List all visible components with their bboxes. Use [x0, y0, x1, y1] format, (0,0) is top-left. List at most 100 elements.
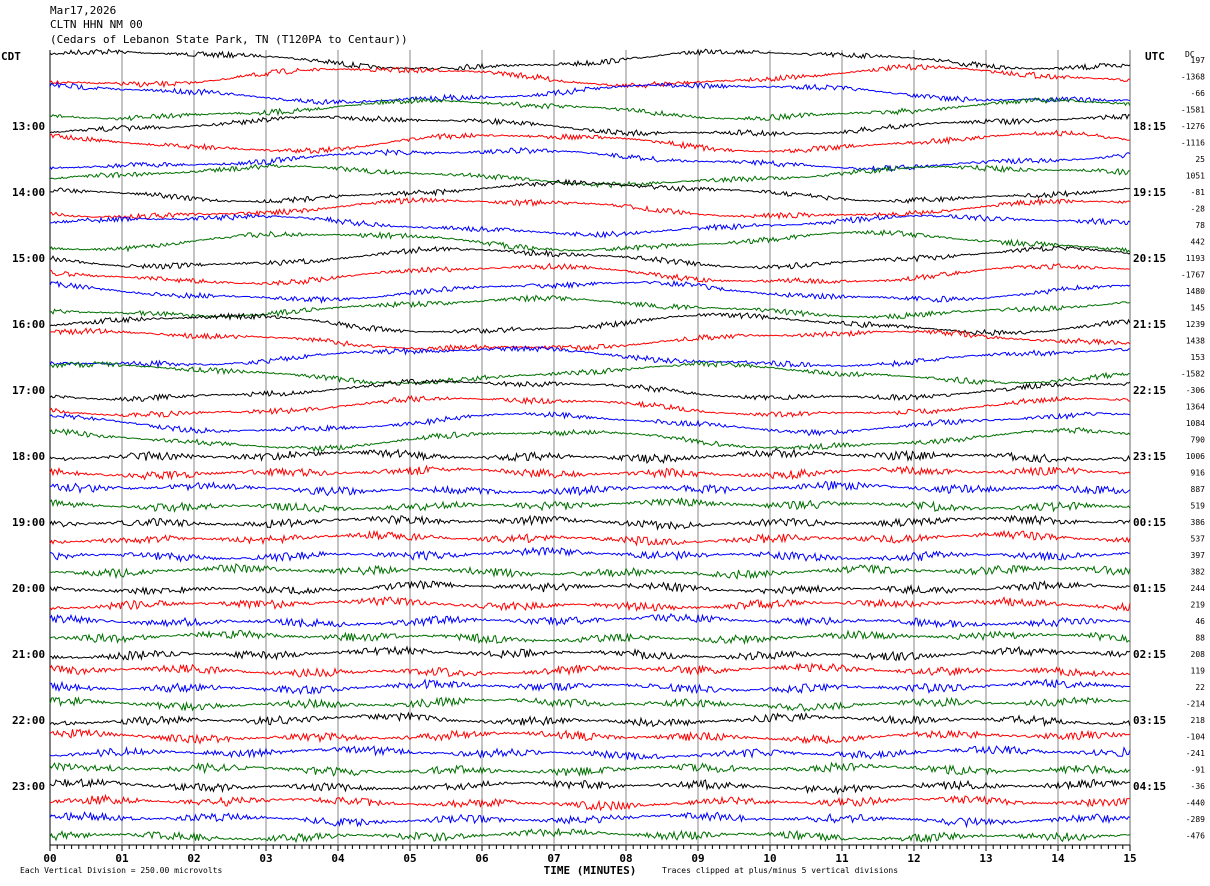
- trace-line: [49, 213, 1131, 239]
- dc-offset: 1193: [1186, 254, 1205, 263]
- trace-line: [49, 811, 1131, 829]
- utc-tick: 21:15: [1133, 318, 1166, 331]
- dc-offset: -306: [1186, 386, 1205, 395]
- cdt-tick: 15:00: [12, 252, 45, 265]
- trace-line: [49, 96, 1131, 122]
- location: (Cedars of Lebanon State Park, TN (T120P…: [50, 33, 408, 46]
- cdt-tick: 23:00: [12, 780, 45, 793]
- dc-offset: 442: [1191, 238, 1206, 247]
- x-axis-label: TIME (MINUTES): [544, 864, 637, 877]
- dc-offset: 790: [1191, 436, 1206, 445]
- trace-line: [49, 63, 1131, 89]
- dc-offset: 208: [1191, 650, 1206, 659]
- dc-offset: 119: [1191, 667, 1206, 676]
- trace-line: [49, 279, 1131, 304]
- station: CLTN HHN NM 00: [50, 18, 143, 31]
- dc-offset: -1116: [1181, 139, 1205, 148]
- trace-line: [49, 793, 1130, 812]
- dc-offset: 22: [1195, 683, 1205, 692]
- utc-tick: 19:15: [1133, 186, 1166, 199]
- trace-line: [49, 411, 1131, 437]
- trace-line: [49, 761, 1131, 777]
- dc-offset: -36: [1191, 782, 1206, 791]
- utc-tick: 18:15: [1133, 120, 1166, 133]
- dc-offset: -91: [1191, 766, 1206, 775]
- cdt-tick: 22:00: [12, 714, 45, 727]
- x-tick-label: 03: [259, 852, 272, 865]
- dc-offset: -1767: [1181, 271, 1205, 280]
- trace-line: [49, 696, 1130, 712]
- trace-line: [49, 378, 1131, 402]
- x-tick-label: 10: [763, 852, 776, 865]
- utc-tick: 02:15: [1133, 648, 1166, 661]
- trace-line: [49, 497, 1131, 513]
- dc-offset: 219: [1191, 601, 1206, 610]
- dc-offset: 25: [1195, 155, 1205, 164]
- x-tick-label: 00: [43, 852, 56, 865]
- dc-offset: -66: [1191, 89, 1206, 98]
- trace-line: [49, 579, 1130, 596]
- date: Mar17,2026: [50, 4, 117, 17]
- trace-line: [49, 464, 1131, 481]
- trace-line: [49, 146, 1131, 173]
- cdt-label: CDT: [1, 50, 21, 63]
- dc-offset: 916: [1191, 469, 1206, 478]
- dc-offset: 197: [1191, 56, 1206, 65]
- x-tick-label: 11: [835, 852, 849, 865]
- trace-line: [49, 426, 1131, 453]
- trace-line: [49, 48, 1131, 71]
- trace-line: [49, 662, 1131, 678]
- trace-line: [49, 546, 1130, 563]
- trace-line: [49, 129, 1131, 155]
- cdt-tick: 20:00: [12, 582, 45, 595]
- trace-line: [49, 81, 1131, 106]
- trace-line: [49, 197, 1131, 221]
- x-tick-label: 13: [979, 852, 992, 865]
- trace-line: [50, 360, 1131, 386]
- x-tick-label: 05: [403, 852, 416, 865]
- dc-offset: 153: [1191, 353, 1206, 362]
- trace-line: [49, 596, 1131, 612]
- dc-offset: -476: [1186, 832, 1205, 841]
- trace-line: [49, 777, 1131, 796]
- dc-offset: 1480: [1186, 287, 1205, 296]
- x-tick-label: 02: [187, 852, 200, 865]
- trace-line: [49, 229, 1131, 253]
- trace-line: [49, 345, 1131, 369]
- dc-offset: 78: [1195, 221, 1205, 230]
- dc-offset: 46: [1195, 617, 1205, 626]
- trace-line: [49, 629, 1131, 646]
- utc-tick: 00:15: [1133, 516, 1166, 529]
- trace-line: [49, 728, 1131, 745]
- dc-offset: -28: [1191, 205, 1206, 214]
- trace-line: [49, 645, 1131, 662]
- trace-line: [49, 711, 1131, 728]
- dc-offset: -440: [1186, 799, 1205, 808]
- dc-offset: 386: [1191, 518, 1206, 527]
- dc-offset: -241: [1186, 749, 1205, 758]
- trace-line: [49, 113, 1131, 138]
- dc-label: DC: [1185, 50, 1195, 59]
- clip-note: Traces clipped at plus/minus 5 vertical …: [662, 866, 899, 875]
- trace-line: [49, 312, 1131, 336]
- x-tick-label: 14: [1051, 852, 1065, 865]
- x-tick-label: 08: [619, 852, 632, 865]
- dc-offset: 1364: [1186, 403, 1205, 412]
- cdt-tick: 18:00: [12, 450, 45, 463]
- x-tick-label: 01: [115, 852, 129, 865]
- cdt-tick: 16:00: [12, 318, 45, 331]
- trace-line: [49, 480, 1131, 497]
- dc-offset: -1276: [1181, 122, 1205, 131]
- dc-offset: 397: [1191, 551, 1206, 560]
- x-tick-label: 15: [1123, 852, 1136, 865]
- utc-label: UTC: [1145, 50, 1165, 63]
- dc-offset: 382: [1191, 568, 1206, 577]
- dc-offset: -289: [1186, 815, 1205, 824]
- scale-note: Each Vertical Division = 250.00 microvol…: [20, 866, 223, 875]
- utc-tick: 04:15: [1133, 780, 1166, 793]
- x-tick-label: 06: [475, 852, 489, 865]
- dc-offset: 1006: [1186, 452, 1205, 461]
- cdt-tick: 13:00: [12, 120, 45, 133]
- dc-offset: 244: [1191, 584, 1206, 593]
